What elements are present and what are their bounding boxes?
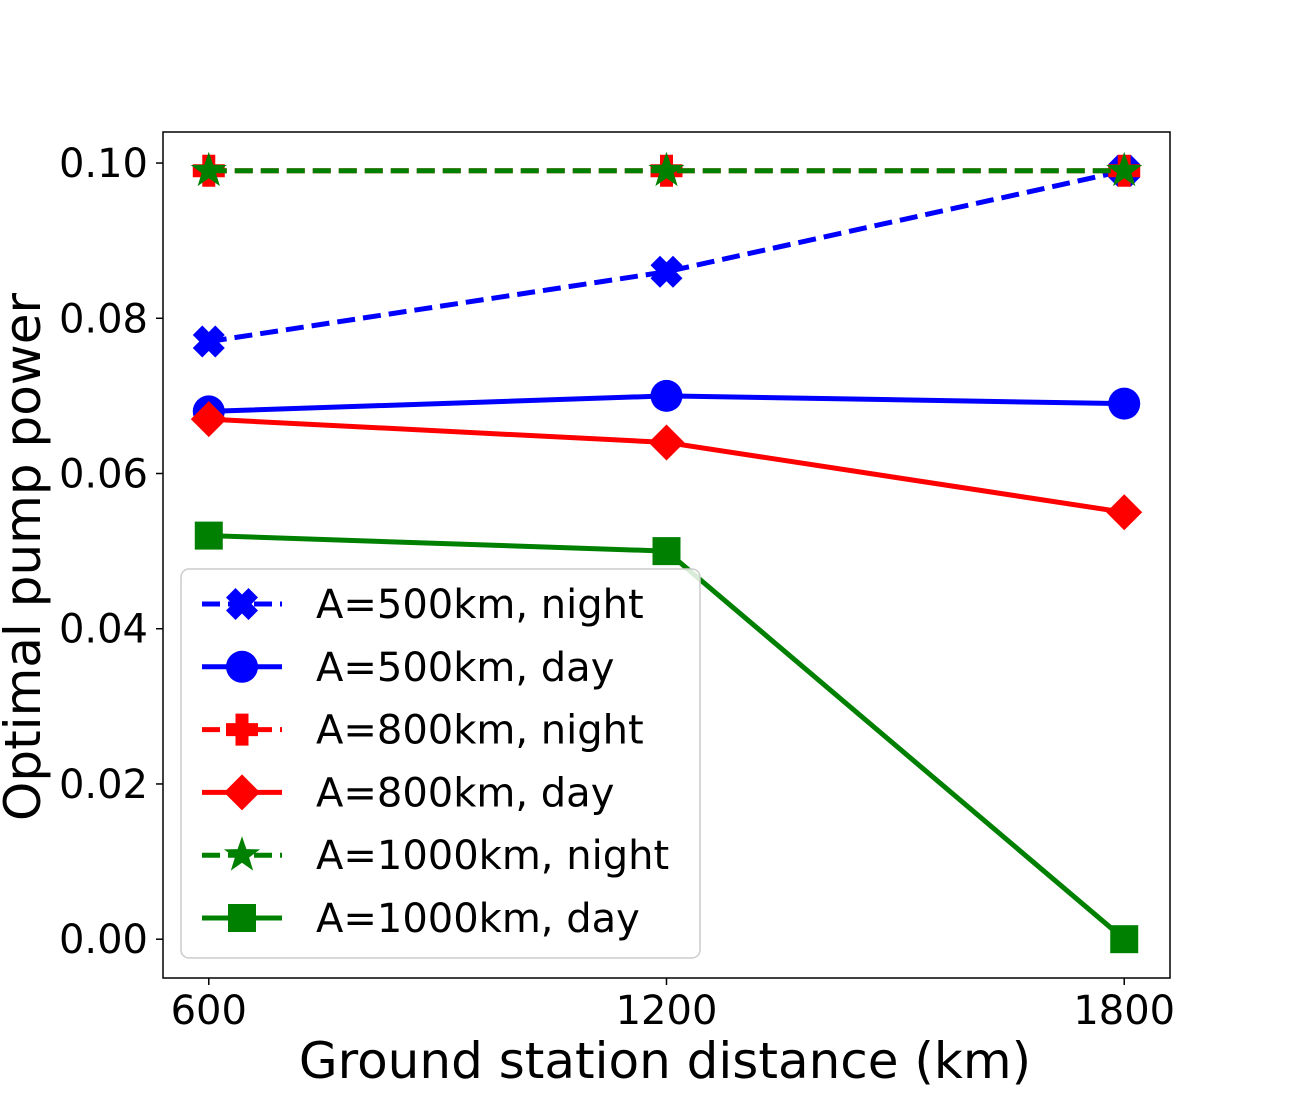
series-5-marker [648,151,685,187]
legend-label: A=1000km, night [316,833,669,879]
y-tick-label: 0.04 [59,607,148,653]
series-4 [190,401,1143,531]
series-1-marker [192,325,225,358]
series-1-marker [226,588,258,620]
series-4-marker [1106,494,1143,531]
y-tick-label: 0.06 [59,452,148,498]
legend-entry: A=1000km, day [202,896,640,942]
y-axis-label: Optimal pump power [0,293,52,821]
legend-entry: A=1000km, night [202,833,669,879]
y-tick-label: 0.10 [59,141,148,187]
series-6-marker [228,904,256,932]
series-2-marker [1108,387,1141,420]
x-tick-label: 1200 [616,988,718,1034]
series-3-marker [226,713,258,746]
series-5-marker [190,151,227,187]
series-6-marker [652,537,681,566]
series-6-marker [194,521,223,550]
y-tick-label: 0.00 [59,917,148,963]
x-axis-label: Ground station distance (km) [299,1032,1031,1090]
legend-entry: A=800km, night [202,708,644,754]
series-1-marker [650,255,683,288]
legend-label: A=800km, day [316,770,614,816]
legend-entry: A=800km, day [202,770,614,816]
x-tick-label: 600 [171,988,247,1034]
x-axis: 600 1200 1800 [171,978,1175,1034]
plot-series [190,151,1143,954]
series-2-marker [226,650,258,683]
plot-frame [162,131,1171,979]
y-tick-label: 0.08 [59,296,148,342]
legend-entry: A=500km, night [202,582,644,628]
series-4-marker [190,401,227,438]
series-6-marker [1110,925,1139,954]
series-4-marker [648,424,685,461]
series-6 [194,521,1139,954]
x-tick-label: 1800 [1073,988,1175,1034]
legend-label: A=800km, night [316,708,644,754]
series-5 [190,151,1143,187]
series-5-marker [223,836,261,871]
legend-entry: A=500km, day [202,645,614,691]
series-5-marker [1106,151,1143,187]
legend-label: A=500km, night [316,582,644,628]
legend-label: A=500km, day [316,645,614,691]
legend-box [180,568,701,959]
legend: A=500km, night A=500km, day A=800km, night… [180,568,701,959]
y-tick-label: 0.02 [59,762,148,808]
series-2-marker [650,379,683,412]
y-axis: 0.00 0.02 0.04 0.06 0.08 0.10 [59,141,163,963]
series-4-marker [224,774,260,811]
legend-label: A=1000km, day [316,896,640,942]
